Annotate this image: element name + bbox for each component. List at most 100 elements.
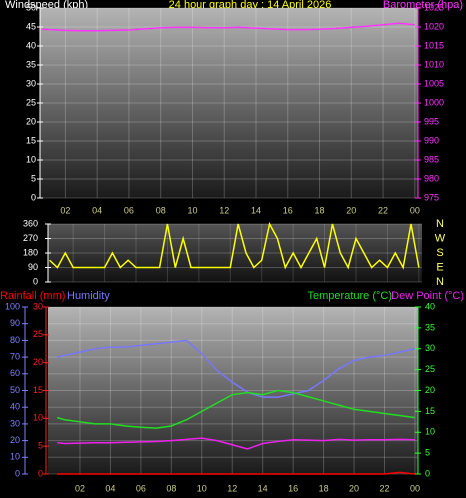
y-tick-label: 45: [26, 21, 36, 31]
y-tick-label: 60: [10, 368, 20, 378]
y-tick-label: 40: [10, 402, 20, 412]
x-tick-label: 06: [124, 205, 134, 215]
y2-tick-label: 985: [424, 154, 439, 164]
y-tick-label: 360: [23, 218, 38, 228]
y-tick-label: 25: [26, 97, 36, 107]
chart-title: 24 hour graph day : 14 April 2026: [169, 0, 332, 11]
series-line: [41, 22, 415, 32]
y-tick-label: 50: [10, 385, 20, 395]
y-tick-label: 35: [26, 59, 36, 69]
x-tick-label: 02: [60, 205, 70, 215]
x-tick-label: 06: [136, 483, 146, 493]
series-line: [57, 437, 415, 450]
x-tick-label: 22: [378, 205, 388, 215]
y-tick-label: 5: [31, 173, 36, 183]
series-line: [49, 221, 420, 270]
y2-tick-label: 10: [425, 427, 435, 437]
x-tick-label: 04: [92, 205, 102, 215]
x-tick-label: 20: [346, 205, 356, 215]
y-tick-label: 180: [23, 247, 38, 257]
x-tick-label: 18: [319, 483, 329, 493]
y2-tick-label: 35: [425, 322, 435, 332]
series-line: [56, 389, 416, 429]
y2-tick-label: 1025: [424, 2, 444, 12]
y-tick-label: 80: [10, 335, 20, 345]
legend-label: Dew Point (°C): [391, 290, 464, 302]
y2-tick-label: 995: [424, 116, 439, 126]
x-tick-label: 04: [105, 483, 115, 493]
y2-tick-label: 40: [425, 301, 435, 311]
y2-tick-label: 5: [425, 448, 430, 458]
x-tick-label: 00: [410, 483, 420, 493]
y3-tick-label: 20: [33, 357, 43, 367]
y2-tick-label: 1020: [424, 21, 444, 31]
y-tick-label: 0: [15, 468, 20, 478]
x-tick-label: 14: [258, 483, 268, 493]
series-line: [56, 339, 416, 398]
y2-tick-label: W: [435, 232, 446, 244]
y2-tick-label: 1015: [424, 40, 444, 50]
y3-tick-label: 15: [33, 385, 43, 395]
y2-tick-label: 1000: [424, 97, 444, 107]
x-tick-label: 20: [349, 483, 359, 493]
legend-label: Rainfall (mm): [0, 290, 65, 302]
y2-tick-label: 990: [424, 135, 439, 145]
y-tick-label: 20: [26, 116, 36, 126]
y2-tick-label: 25: [425, 364, 435, 374]
y-tick-label: 40: [26, 40, 36, 50]
x-tick-label: 14: [251, 205, 261, 215]
x-tick-label: 10: [187, 205, 197, 215]
y2-tick-label: 15: [425, 406, 435, 416]
y2-tick-label: E: [436, 261, 443, 273]
y-tick-label: 15: [26, 135, 36, 145]
x-tick-label: 16: [288, 483, 298, 493]
y3-tick-label: 10: [33, 413, 43, 423]
legend-label: Temperature (°C): [308, 290, 392, 302]
y2-tick-label: 1010: [424, 59, 444, 69]
y-tick-label: 90: [28, 262, 38, 272]
x-tick-label: 12: [227, 483, 237, 493]
y2-tick-label: N: [436, 218, 444, 230]
y2-tick-label: 0: [425, 468, 430, 478]
x-tick-label: 16: [283, 205, 293, 215]
x-tick-label: 12: [219, 205, 229, 215]
y-tick-label: 0: [31, 192, 36, 202]
y-tick-label: 0: [33, 276, 38, 286]
plot-area: [48, 307, 418, 474]
y2-tick-label: 975: [424, 192, 439, 202]
y-tick-label: 30: [10, 418, 20, 428]
plot-area: [48, 224, 422, 282]
y2-tick-label: 30: [425, 343, 435, 353]
y2-tick-label: 980: [424, 173, 439, 183]
x-tick-label: 08: [166, 483, 176, 493]
y3-tick-label: 30: [33, 301, 43, 311]
legend-label: Barometer (hpa): [383, 0, 463, 11]
y-axis-label: Windspeed (kph): [5, 0, 88, 11]
y-tick-label: 10: [26, 154, 36, 164]
y-tick-label: 90: [10, 318, 20, 328]
x-tick-label: 02: [75, 483, 85, 493]
y-tick-label: 30: [26, 78, 36, 88]
y-tick-label: 70: [10, 351, 20, 361]
y2-tick-label: N: [436, 276, 444, 288]
x-tick-label: 00: [410, 205, 420, 215]
series-line: [57, 471, 416, 475]
y2-tick-label: 20: [425, 385, 435, 395]
x-tick-label: 22: [379, 483, 389, 493]
y3-tick-label: 25: [33, 329, 43, 339]
y-tick-label: 10: [10, 452, 20, 462]
y-tick-label: 50: [26, 2, 36, 12]
x-tick-label: 18: [315, 205, 325, 215]
legend-label: Humidity: [67, 290, 110, 302]
y3-tick-label: 5: [38, 441, 43, 451]
y-tick-label: 270: [23, 233, 38, 243]
plot-area: [40, 8, 418, 198]
x-tick-label: 08: [156, 205, 166, 215]
y-tick-label: 20: [10, 435, 20, 445]
y3-tick-label: 0: [38, 468, 43, 478]
y2-tick-label: 1005: [424, 78, 444, 88]
y2-tick-label: S: [436, 247, 443, 259]
y-tick-label: 100: [5, 301, 20, 311]
x-tick-label: 10: [197, 483, 207, 493]
